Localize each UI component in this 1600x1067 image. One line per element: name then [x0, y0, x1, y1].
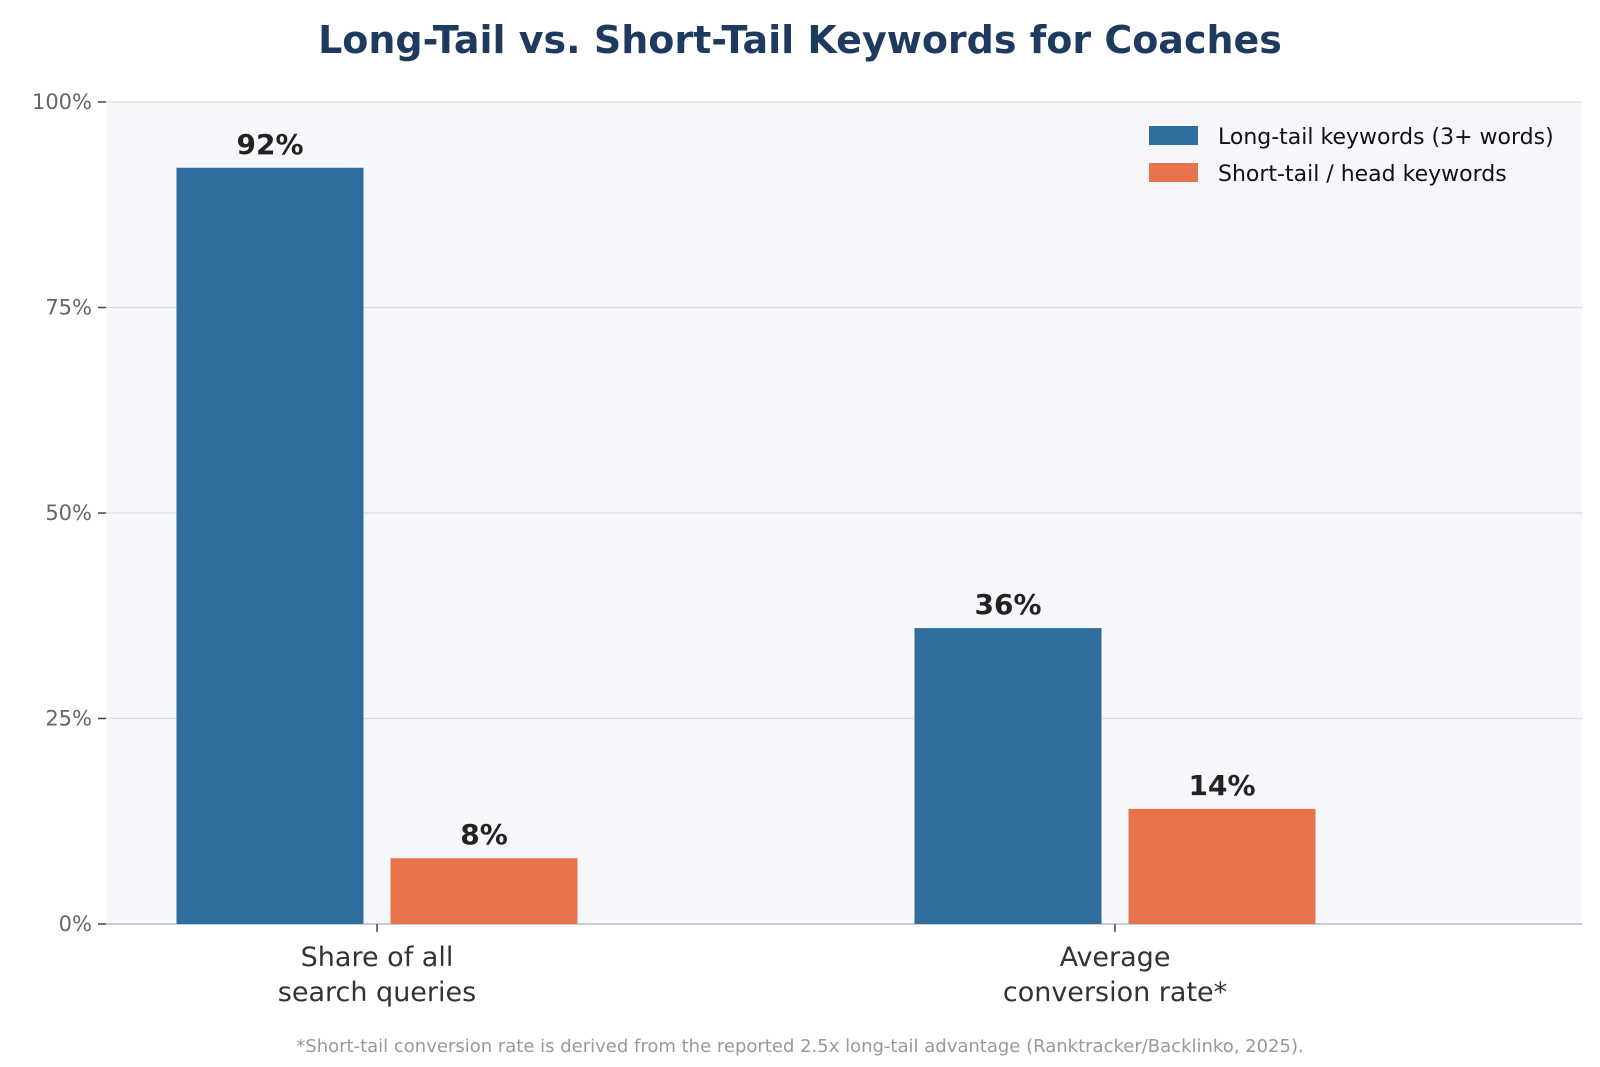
- legend-label: Long-tail keywords (3+ words): [1218, 125, 1554, 150]
- data-label: 14%: [1188, 769, 1255, 802]
- y-tick-label: 75%: [45, 296, 92, 320]
- y-tick-label: 50%: [45, 501, 92, 525]
- legend: Long-tail keywords (3+ words) Short-tail …: [1149, 125, 1554, 187]
- bar-short-tail: [1128, 808, 1316, 924]
- y-tick-label: 0%: [59, 912, 92, 936]
- bar-long-tail: [914, 628, 1102, 924]
- x-tick-label: Average conversion rate*: [1003, 942, 1227, 1008]
- legend-label: Short-tail / head keywords: [1218, 162, 1507, 187]
- y-tick-label: 100%: [32, 90, 92, 114]
- data-labels: 92% 8% 36% 14%: [236, 128, 1255, 851]
- data-label: 36%: [974, 588, 1041, 621]
- bar-short-tail: [390, 858, 578, 924]
- data-label: 92%: [236, 128, 303, 161]
- bar-long-tail: [176, 167, 364, 924]
- chart-title: Long-Tail vs. Short-Tail Keywords for Co…: [318, 18, 1282, 62]
- data-label: 8%: [460, 818, 508, 851]
- legend-swatch: [1149, 163, 1198, 182]
- x-tick-label: Share of all search queries: [278, 942, 476, 1008]
- footnote: *Short-tail conversion rate is derived f…: [296, 1036, 1304, 1057]
- legend-swatch: [1149, 126, 1198, 145]
- bars: [176, 167, 1316, 924]
- y-tick-label: 25%: [45, 707, 92, 731]
